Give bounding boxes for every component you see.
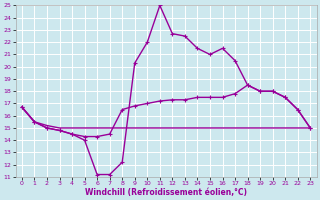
X-axis label: Windchill (Refroidissement éolien,°C): Windchill (Refroidissement éolien,°C): [85, 188, 247, 197]
